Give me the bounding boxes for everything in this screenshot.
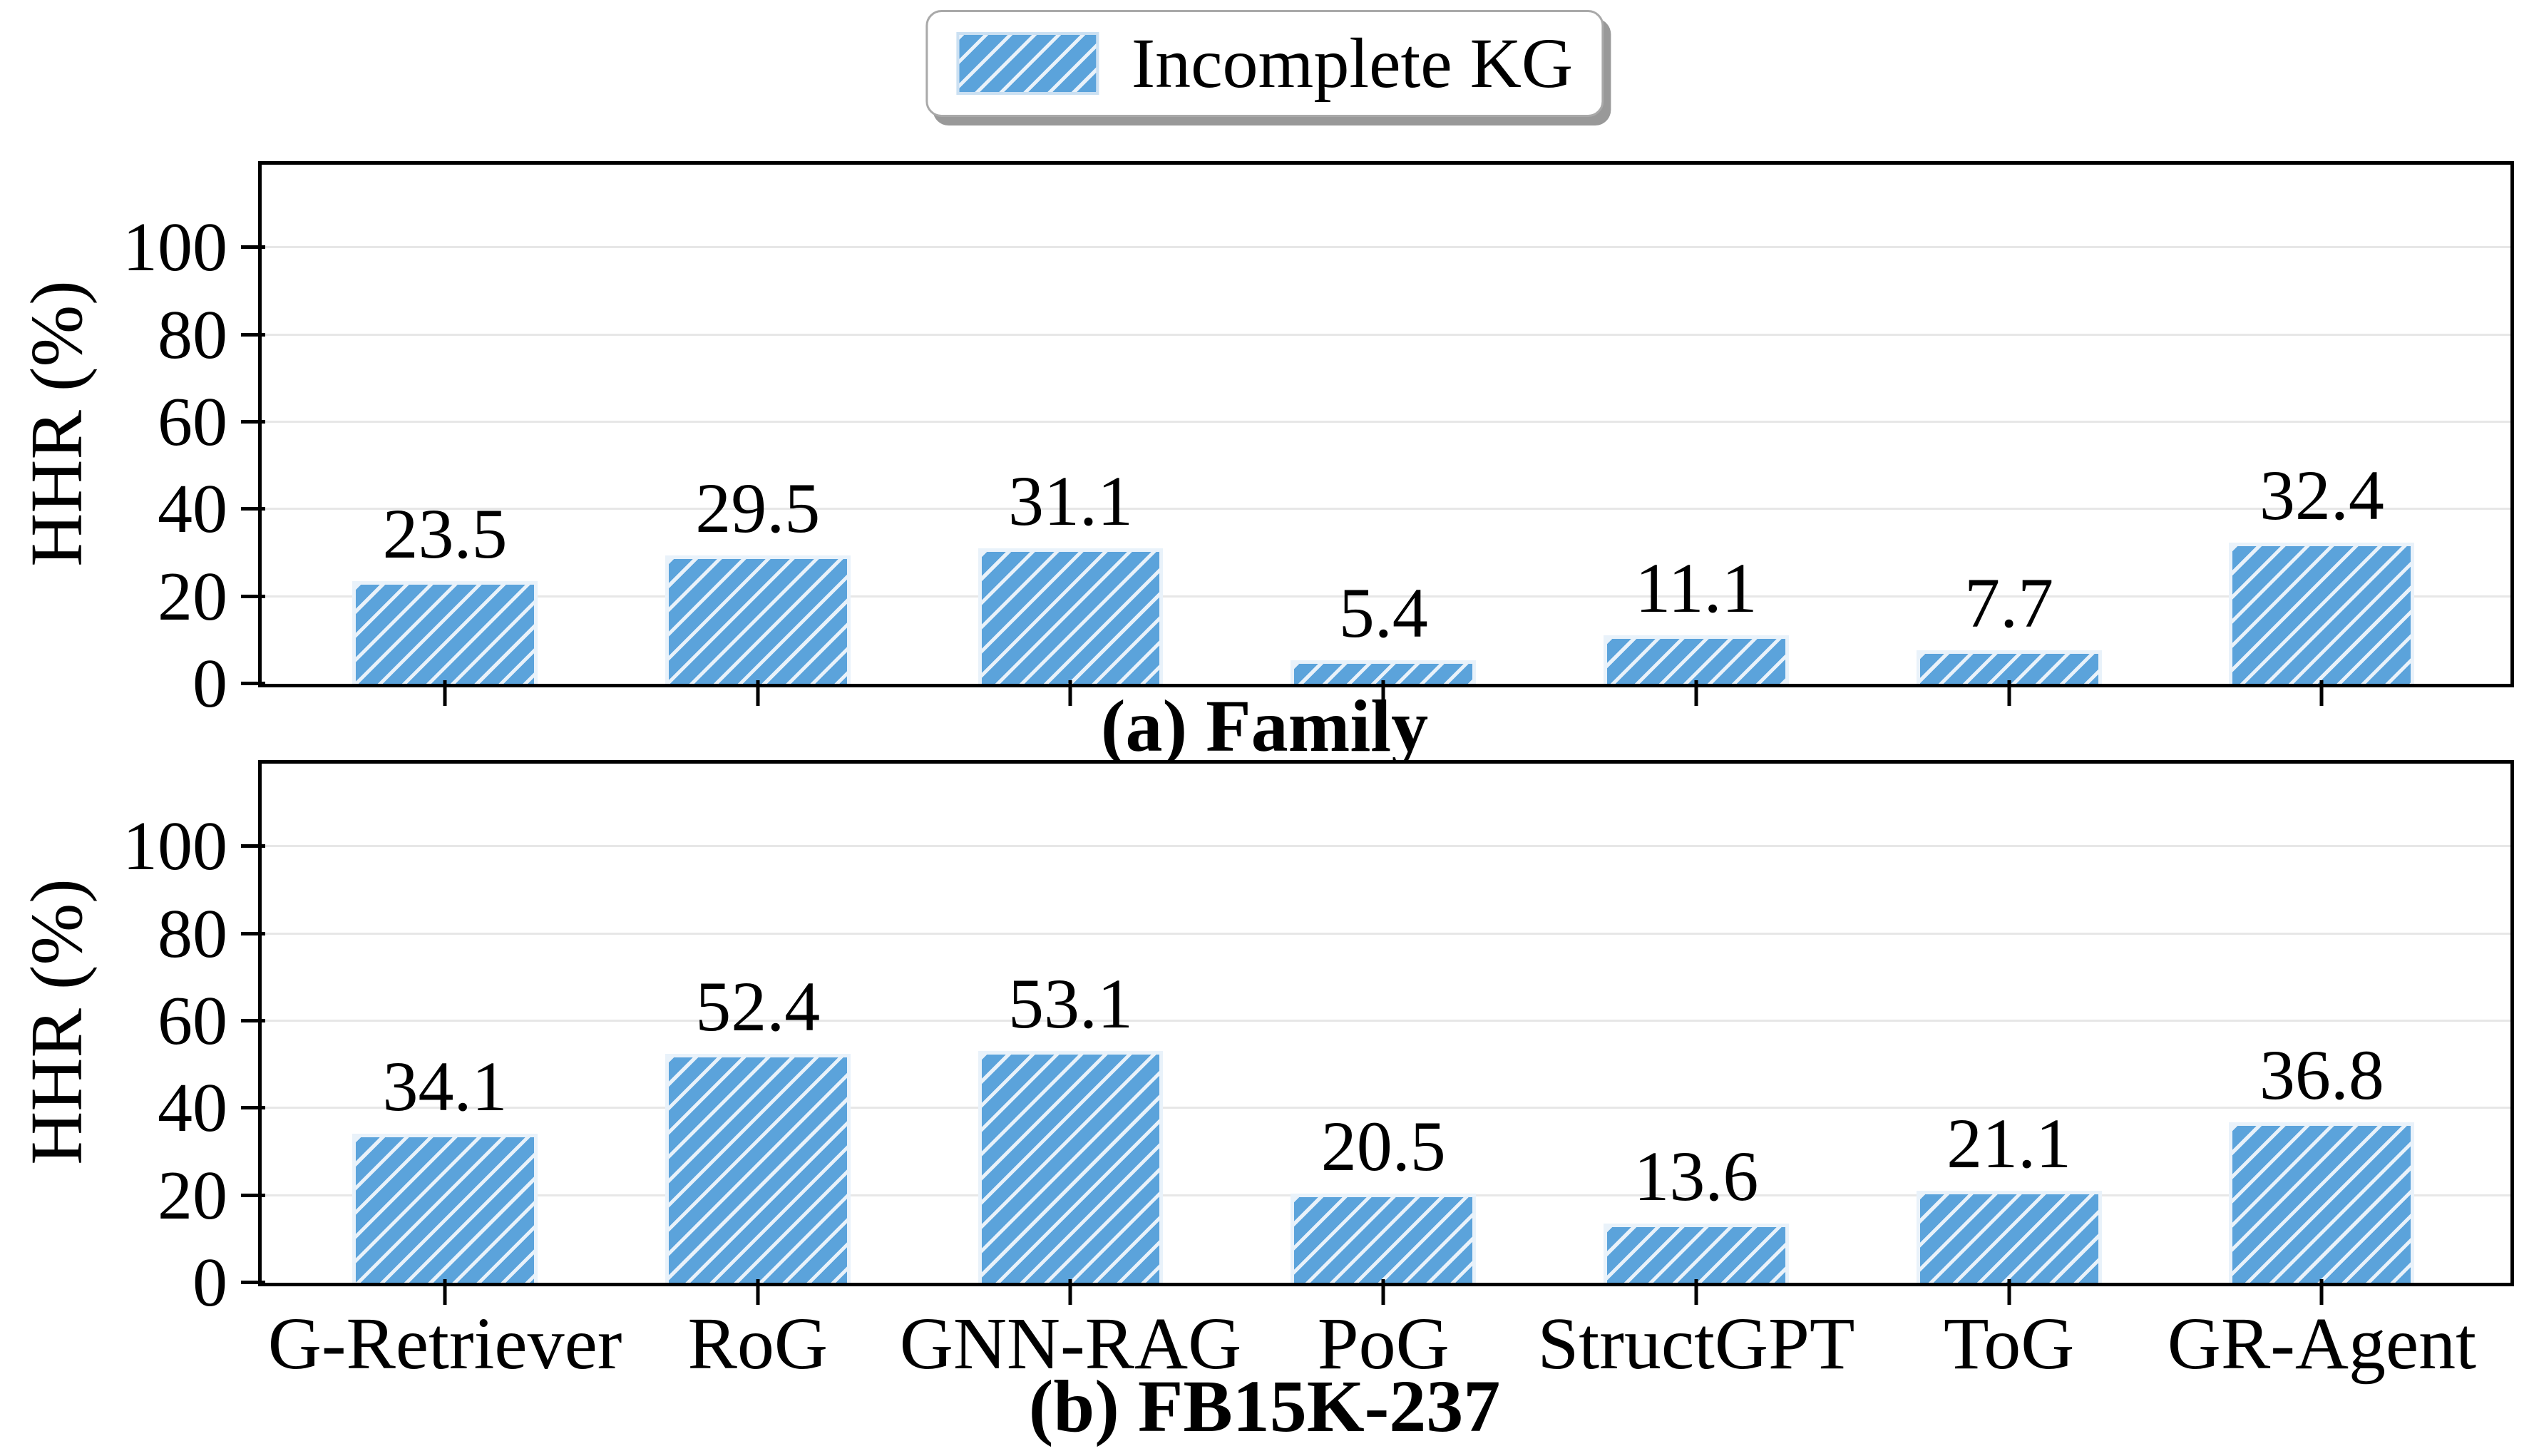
x-tick-gnn-rag: [1068, 680, 1072, 706]
bar-tog: [1916, 650, 2102, 684]
y-tick-80: [241, 931, 265, 935]
gridline-100: [262, 246, 2510, 249]
bar-value-rog: 52.4: [695, 967, 821, 1047]
y-tick-0: [241, 682, 265, 685]
y-tick-0: [241, 1281, 265, 1284]
x-tick-pog: [1381, 680, 1385, 706]
x-tick-label-gnn-rag: GNN-RAG: [899, 1303, 1242, 1385]
y-tick-100: [241, 844, 265, 849]
bar-value-pog: 5.4: [1338, 573, 1428, 652]
y-tick-20: [241, 594, 265, 598]
bar-tog: [1916, 1190, 2102, 1283]
bar-value-g-retriever: 23.5: [382, 494, 508, 574]
y-tick-label-20: 20: [158, 1157, 227, 1234]
bar-rog: [665, 1054, 851, 1283]
bar-value-structgpt: 13.6: [1633, 1136, 1759, 1216]
y-tick-label-40: 40: [158, 1070, 227, 1147]
x-tick-label-g-retriever: G-Retriever: [267, 1303, 622, 1385]
bar-value-gr-agent: 36.8: [2259, 1035, 2384, 1114]
y-tick-label-20: 20: [158, 558, 227, 635]
x-tick-gr-agent: [2319, 1279, 2324, 1305]
x-tick-label-gr-agent: GR-Agent: [2167, 1303, 2477, 1385]
y-tick-60: [241, 419, 265, 424]
y-tick-label-60: 60: [158, 982, 227, 1060]
gridline-80: [262, 932, 2510, 935]
legend-hatch-swatch-icon: [955, 32, 1099, 95]
x-tick-structgpt: [1694, 680, 1698, 706]
bar-gnn-rag: [978, 548, 1164, 684]
y-axis-label-family: HHR (%): [16, 280, 98, 567]
gridline-40: [262, 508, 2510, 511]
legend: Incomplete KG: [925, 10, 1604, 117]
y-tick-label-0: 0: [193, 645, 227, 722]
x-tick-g-retriever: [443, 1279, 447, 1305]
y-tick-label-40: 40: [158, 471, 227, 548]
bar-value-gnn-rag: 31.1: [1007, 461, 1133, 540]
y-tick-label-100: 100: [123, 808, 227, 886]
bar-gr-agent: [2229, 542, 2415, 684]
x-tick-label-pog: PoG: [1317, 1303, 1450, 1385]
x-tick-rog: [756, 1279, 760, 1305]
plot-area-family: 0 20 40 60 80 100 23.5 29.5 31.1 5.4 11.1 7.7 32.4: [123, 161, 2514, 719]
bar-value-g-retriever: 34.1: [382, 1047, 508, 1127]
caption-fb15k-237: (b) FB15K-237: [1028, 1365, 1501, 1447]
gridline-60: [262, 1019, 2510, 1022]
y-tick-label-60: 60: [158, 383, 227, 461]
bar-structgpt: [1603, 635, 1789, 684]
y-tick-40: [241, 507, 265, 511]
bar-value-structgpt: 11.1: [1635, 548, 1758, 628]
x-tick-label-structgpt: StructGPT: [1537, 1303, 1855, 1385]
y-tick-100: [241, 245, 265, 250]
bar-value-tog: 7.7: [1964, 563, 2054, 642]
x-tick-structgpt: [1694, 1279, 1698, 1305]
gridline-60: [262, 420, 2510, 423]
y-tick-20: [241, 1193, 265, 1197]
bar-value-gnn-rag: 53.1: [1007, 964, 1133, 1044]
y-tick-40: [241, 1106, 265, 1110]
y-tick-label-100: 100: [123, 209, 227, 287]
legend-label: Incomplete KG: [1131, 24, 1574, 103]
bar-pog: [1291, 660, 1477, 684]
x-tick-label-rog: RoG: [687, 1303, 829, 1385]
x-tick-rog: [756, 680, 760, 706]
gridline-80: [262, 333, 2510, 336]
bar-gr-agent: [2229, 1122, 2415, 1283]
bar-value-pog: 20.5: [1320, 1106, 1446, 1186]
x-tick-g-retriever: [443, 680, 447, 706]
bar-structgpt: [1603, 1223, 1789, 1283]
x-tick-gr-agent: [2319, 680, 2324, 706]
y-tick-label-80: 80: [158, 296, 227, 374]
x-tick-label-tog: ToG: [1943, 1303, 2075, 1385]
bar-value-gr-agent: 32.4: [2259, 455, 2384, 535]
gridline-40: [262, 1107, 2510, 1109]
bar-g-retriever: [352, 581, 538, 684]
x-tick-gnn-rag: [1068, 1279, 1072, 1305]
bar-rog: [665, 555, 851, 684]
x-tick-tog: [2007, 680, 2011, 706]
bar-value-rog: 29.5: [695, 468, 821, 548]
x-tick-tog: [2007, 1279, 2011, 1305]
bar-gnn-rag: [978, 1051, 1164, 1283]
bar-g-retriever: [352, 1134, 538, 1283]
y-tick-80: [241, 332, 265, 337]
x-tick-pog: [1381, 1279, 1385, 1305]
gridline-100: [262, 845, 2510, 848]
gridline-20: [262, 595, 2510, 598]
bar-pog: [1291, 1193, 1477, 1283]
y-tick-60: [241, 1018, 265, 1022]
y-axis-label-fb15k-237: HHR (%): [16, 878, 98, 1165]
caption-family: (a) Family: [1100, 685, 1429, 767]
plot-area-fb15k-237: 0 20 40 60 80 100 34.1 G-Retriever 52.4 RoG 53.1 GN…: [123, 760, 2514, 1381]
y-tick-label-0: 0: [193, 1244, 227, 1321]
y-tick-label-80: 80: [158, 895, 227, 973]
bar-value-tog: 21.1: [1946, 1103, 2072, 1183]
